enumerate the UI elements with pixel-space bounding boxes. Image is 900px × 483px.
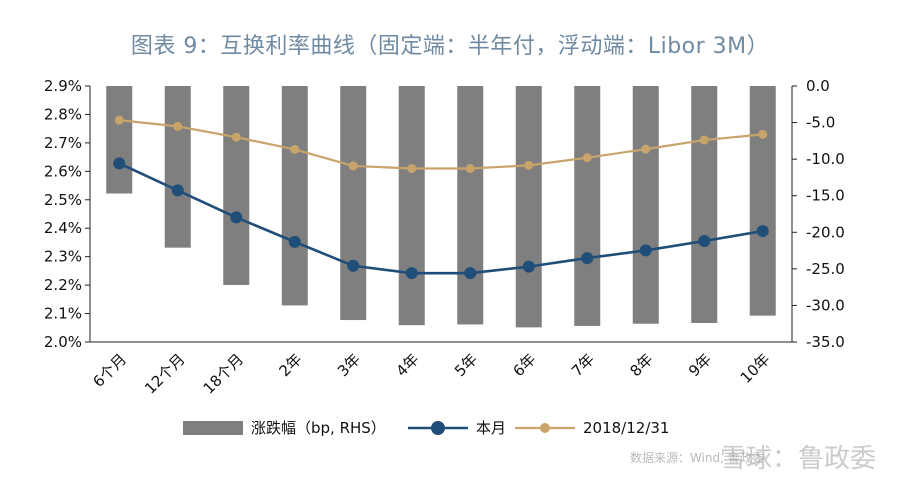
point-series-2-4 <box>348 161 358 171</box>
point-series-1-11 <box>756 225 769 238</box>
y-right-tick-label-6: -5.0 <box>806 114 835 132</box>
y-right-tick-label-5: -10.0 <box>806 150 845 168</box>
x-tick-label-4: 3年 <box>334 350 364 380</box>
bar-change-8 <box>574 86 601 326</box>
point-series-1-9 <box>639 244 652 257</box>
x-tick-label-9: 8年 <box>626 350 656 380</box>
bar-change-11 <box>749 86 776 316</box>
legend-label-bar: 涨跌幅（bp, RHS） <box>251 419 386 437</box>
y-left-tick-label-9: 2.9% <box>44 77 82 95</box>
y-left-tick-label-3: 2.3% <box>44 248 82 266</box>
legend-label-line-2: 2018/12/31 <box>583 419 669 437</box>
point-series-1-5 <box>405 267 418 280</box>
watermark-brand: 雪球：鲁政委 <box>719 444 876 474</box>
bar-change-5 <box>398 86 425 326</box>
chart-title: 图表 9：互换利率曲线（固定端：半年付，浮动端：Libor 3M） <box>130 34 770 59</box>
point-series-1-8 <box>581 252 594 265</box>
bar-change-4 <box>340 86 367 321</box>
y-right-tick-label-1: -30.0 <box>806 296 845 314</box>
legend-swatch-bar <box>183 421 243 435</box>
y-left-tick-label-5: 2.5% <box>44 191 82 209</box>
bar-change-7 <box>515 86 542 328</box>
point-series-1-6 <box>464 267 477 280</box>
x-tick-label-8: 7年 <box>568 350 598 380</box>
x-tick-label-1: 12个月 <box>141 350 188 397</box>
x-tick-label-3: 2年 <box>275 350 305 380</box>
watermark-source: 数据来源：Wind, 鲁政委 <box>630 451 764 465</box>
bar-change-0 <box>106 86 133 194</box>
x-tick-label-7: 6年 <box>509 350 539 380</box>
line-series-1 <box>118 162 763 275</box>
y-left-tick-label-8: 2.8% <box>44 105 82 123</box>
y-left-tick-label-2: 2.2% <box>44 276 82 294</box>
point-series-1-4 <box>347 259 360 272</box>
bar-change-3 <box>281 86 308 306</box>
point-series-1-0 <box>113 157 126 170</box>
bar-change-6 <box>457 86 484 325</box>
y-left-tick-label-1: 2.1% <box>44 305 82 323</box>
y-right-tick-label-4: -15.0 <box>806 187 845 205</box>
bar-change-2 <box>223 86 250 285</box>
y-right-tick-label-3: -20.0 <box>806 223 845 241</box>
y-left-tick-label-7: 2.7% <box>44 134 82 152</box>
point-series-1-7 <box>522 260 535 273</box>
y-left-tick-label-4: 2.4% <box>44 219 82 237</box>
bar-change-1 <box>164 86 191 248</box>
legend-swatch-marker-1 <box>431 421 445 435</box>
bar-change-10 <box>691 86 718 323</box>
y-left-tick-label-0: 2.0% <box>44 333 82 351</box>
x-tick-label-10: 9年 <box>685 350 715 380</box>
legend-swatch-marker-2 <box>540 423 550 433</box>
y-right-tick-label-0: -35.0 <box>806 333 845 351</box>
point-series-2-10 <box>699 135 709 145</box>
point-series-2-0 <box>114 115 124 125</box>
line-series-2 <box>119 119 763 170</box>
point-series-1-3 <box>288 235 301 248</box>
bar-change-9 <box>632 86 659 324</box>
point-series-2-2 <box>231 132 241 142</box>
point-series-2-1 <box>173 121 183 131</box>
x-tick-label-6: 5年 <box>451 350 481 380</box>
x-tick-label-2: 18个月 <box>200 350 247 397</box>
point-series-2-8 <box>582 153 592 163</box>
x-tick-label-0: 6个月 <box>89 350 130 391</box>
point-series-1-2 <box>230 211 243 224</box>
y-right-tick-label-7: 0.0 <box>806 77 830 95</box>
point-series-1-10 <box>698 235 711 248</box>
point-series-2-5 <box>407 163 417 173</box>
point-series-2-3 <box>290 144 300 154</box>
point-series-2-6 <box>465 163 475 173</box>
point-series-2-7 <box>524 160 534 170</box>
legend-label-line-1: 本月 <box>476 419 506 437</box>
x-tick-label-11: 10年 <box>737 350 774 387</box>
point-series-2-11 <box>758 129 768 139</box>
point-series-2-9 <box>641 144 651 154</box>
y-left-tick-label-6: 2.6% <box>44 162 82 180</box>
point-series-1-1 <box>171 184 184 197</box>
x-tick-label-5: 4年 <box>392 350 422 380</box>
y-right-tick-label-2: -25.0 <box>806 260 845 278</box>
